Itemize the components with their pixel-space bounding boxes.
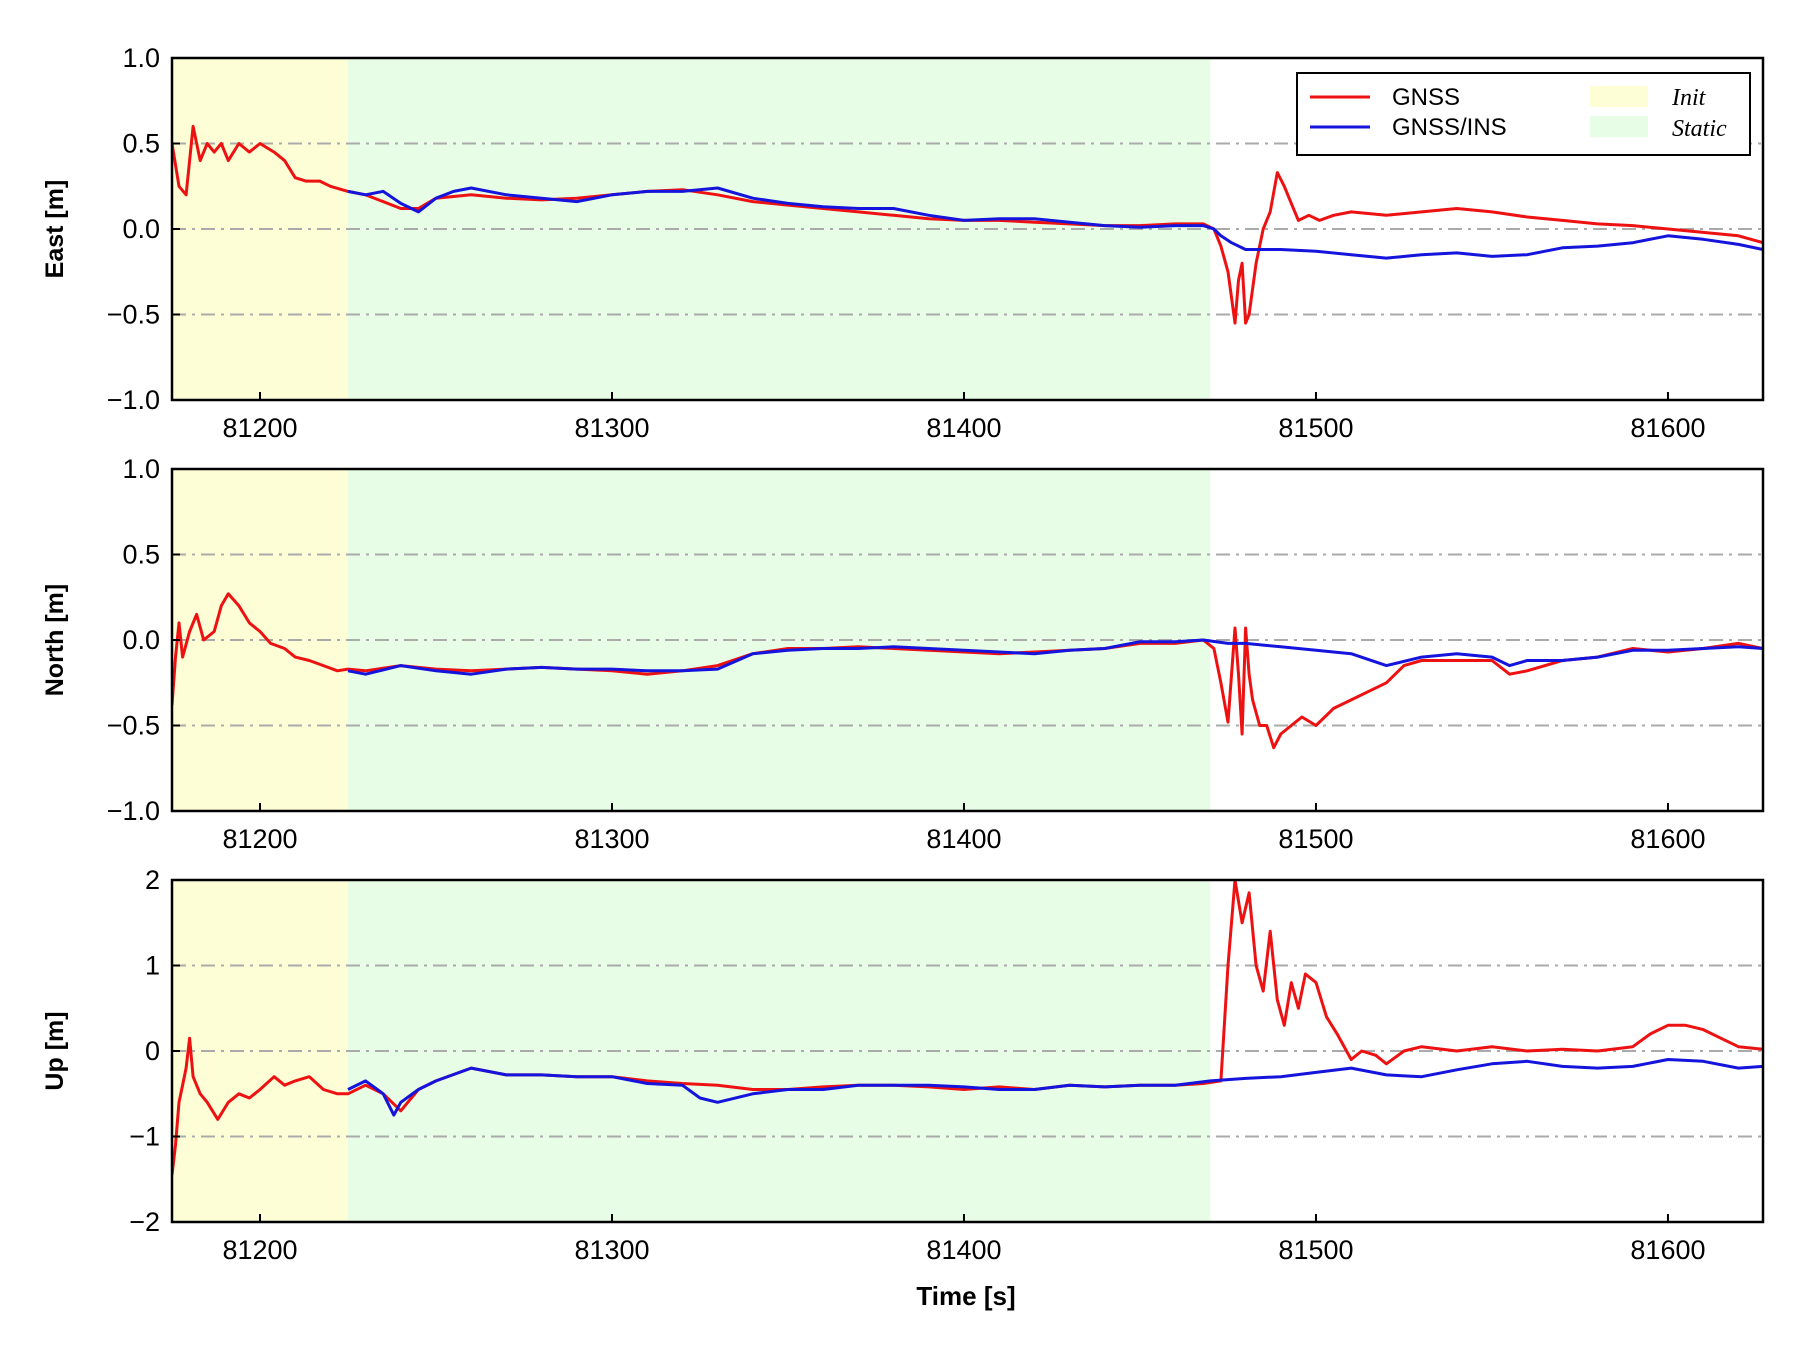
legend-label-init: Init <box>1671 85 1707 111</box>
y-axis-label-up: Up [m] <box>41 1011 69 1090</box>
x-tick-label-east: 81400 <box>926 413 1001 443</box>
x-tick-label-up: 81300 <box>574 1235 649 1265</box>
y-tick-label-up: 0 <box>145 1036 160 1066</box>
x-tick-label-east: 81500 <box>1278 413 1353 443</box>
y-tick-label-east: 0.0 <box>122 214 160 244</box>
y-tick-label-up: 2 <box>145 865 160 895</box>
legend-swatch-static <box>1590 116 1648 137</box>
y-axis-label-north: North [m] <box>41 584 69 696</box>
legend-label-gnss-ins: GNSS/INS <box>1392 114 1507 141</box>
x-tick-label-up: 81200 <box>222 1235 297 1265</box>
y-tick-label-north: −1.0 <box>107 796 160 826</box>
series-gnss-ins-east <box>347 186 1763 260</box>
x-tick-label-east: 81200 <box>222 413 297 443</box>
y-tick-label-east: −0.5 <box>107 300 160 330</box>
y-tick-label-east: −1.0 <box>107 385 160 415</box>
legend: GNSS GNSS/INS Init Static <box>1296 72 1751 156</box>
y-tick-label-north: 0.0 <box>122 625 160 655</box>
y-tick-label-north: −0.5 <box>107 711 160 741</box>
y-tick-label-east: 1.0 <box>122 43 160 73</box>
series-gnss-up <box>172 880 1763 1176</box>
x-tick-label-east: 81300 <box>574 413 649 443</box>
y-axis-label-east: East [m] <box>41 180 69 279</box>
x-tick-label-north: 81400 <box>926 824 1001 854</box>
legend-swatch-init <box>1590 86 1648 107</box>
y-tick-label-up: −2 <box>129 1207 160 1237</box>
y-tick-label-east: 0.5 <box>122 129 160 159</box>
y-tick-label-north: 0.5 <box>122 540 160 570</box>
panel-up: 2 1 0 −1 −2 81200 81300 81400 81500 81600 Up [m] <box>41 865 1765 1265</box>
y-tick-label-up: −1 <box>129 1122 160 1152</box>
x-axis-label: Time [s] <box>916 1281 1015 1311</box>
x-tick-label-north: 81200 <box>222 824 297 854</box>
x-tick-label-north: 81600 <box>1630 824 1705 854</box>
legend-label-gnss: GNSS <box>1392 84 1460 111</box>
panel-east: 1.0 0.5 0.0 −0.5 −1.0 81200 81300 81400 81500 816… <box>41 43 1765 443</box>
y-tick-label-up: 1 <box>145 951 160 981</box>
x-tick-label-east: 81600 <box>1630 413 1705 443</box>
legend-label-static: Static <box>1672 116 1727 142</box>
panels: 1.0 0.5 0.0 −0.5 −1.0 81200 81300 81400 81500 816… <box>41 43 1765 1265</box>
x-tick-label-north: 81500 <box>1278 824 1353 854</box>
series-gnss-ins-up <box>347 1058 1763 1117</box>
legend-frame <box>1296 72 1751 156</box>
series-gnss-ins-north <box>347 638 1763 676</box>
x-tick-label-north: 81300 <box>574 824 649 854</box>
x-tick-label-up: 81400 <box>926 1235 1001 1265</box>
x-tick-label-up: 81500 <box>1278 1235 1353 1265</box>
panel-north: 1.0 0.5 0.0 −0.5 −1.0 81200 81300 81400 81500 816… <box>41 454 1765 854</box>
x-tick-label-up: 81600 <box>1630 1235 1705 1265</box>
y-tick-label-north: 1.0 <box>122 454 160 484</box>
